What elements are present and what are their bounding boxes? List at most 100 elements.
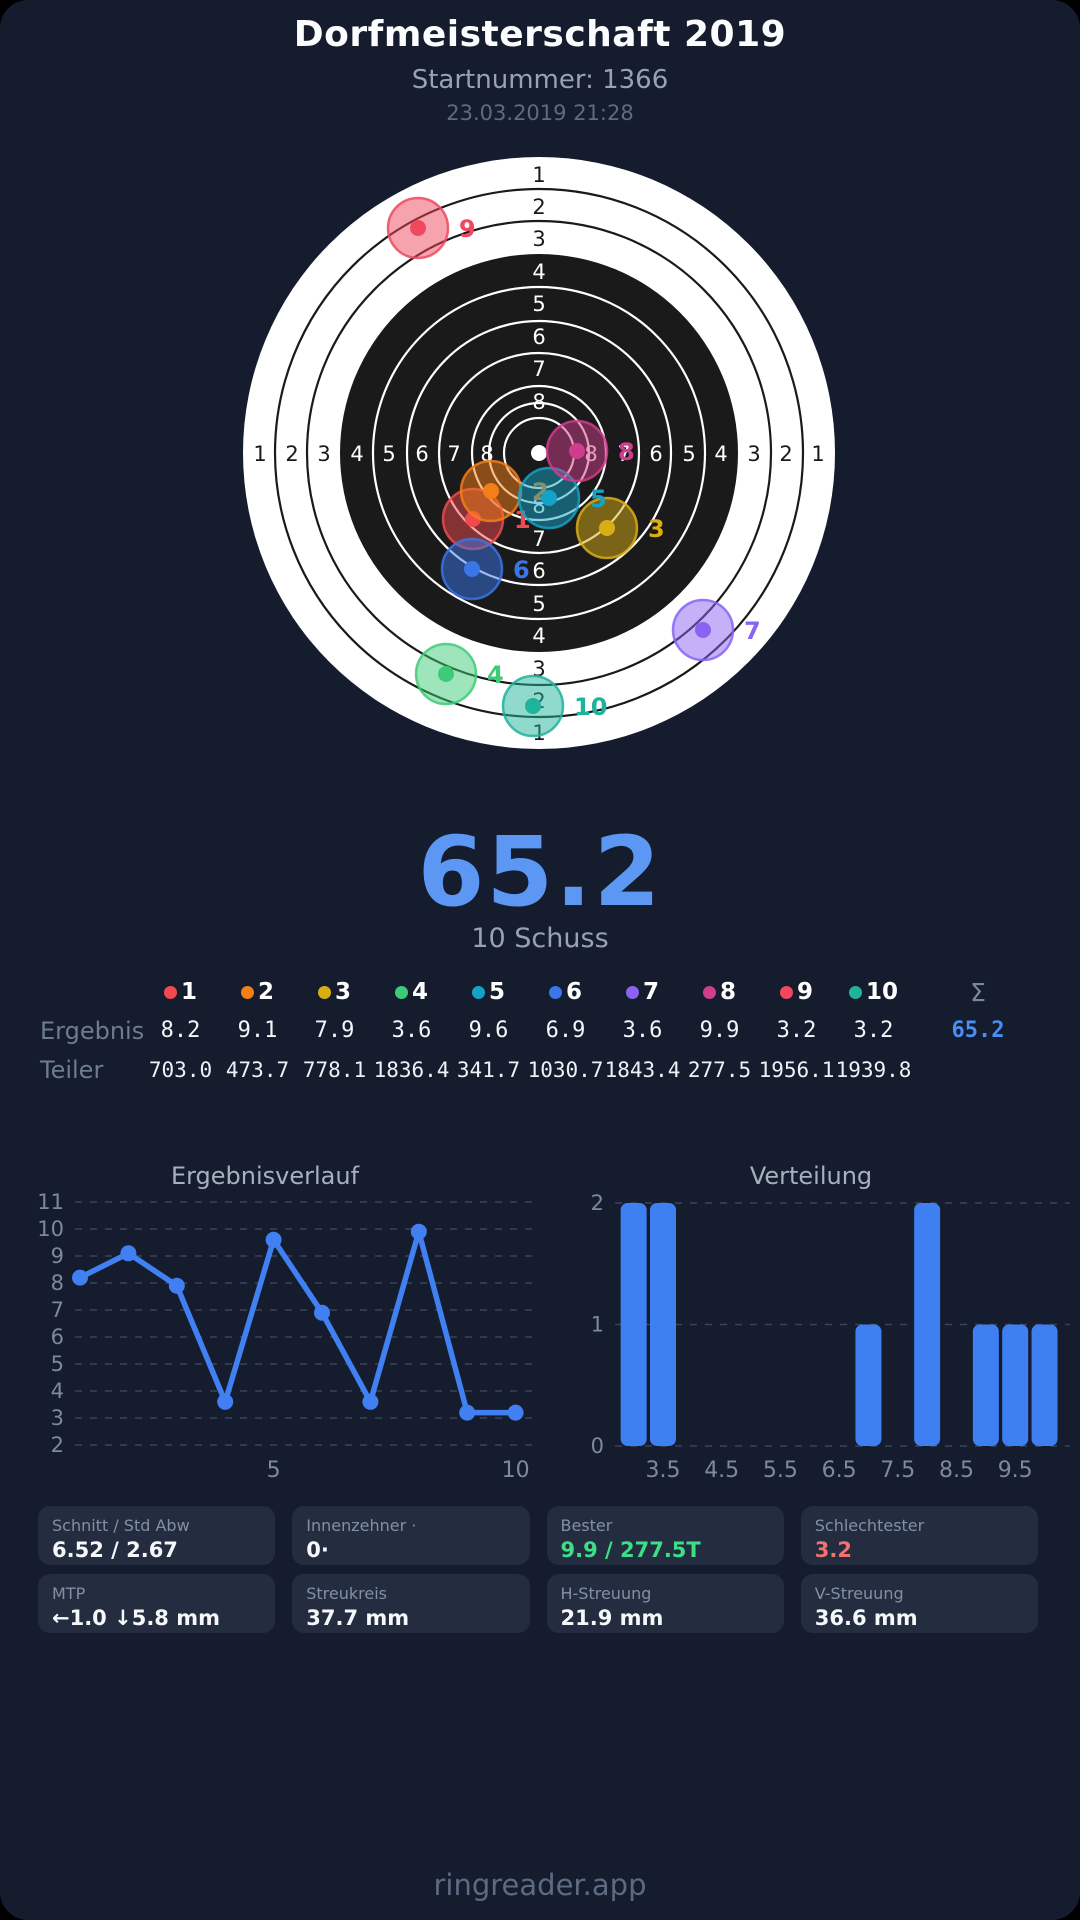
ergebnis-value: 6.9 (545, 1018, 586, 1043)
y-tick-label: 2 (51, 1433, 64, 1457)
shot-color-dot (848, 985, 862, 999)
ring-number: 7 (532, 527, 545, 551)
ring-number: 1 (811, 442, 824, 466)
shot-7: 7 (671, 598, 761, 662)
score-block: 65.2 10 Schuss (0, 822, 1080, 954)
teiler-value: 473.7 (225, 1058, 290, 1082)
ergebnis-value: 8.2 (160, 1018, 201, 1043)
x-tick-label: 5 (267, 1458, 281, 1483)
y-tick-label: 6 (51, 1325, 64, 1349)
y-tick-label: 10 (37, 1217, 64, 1241)
stat-label: Innenzehner · (306, 1516, 417, 1535)
data-point (265, 1231, 282, 1248)
x-tick-label: 6.5 (822, 1458, 857, 1483)
shot-color-dot (548, 985, 562, 999)
shot-column-header: 1 (142, 972, 219, 1012)
chart-title: Ergebnisverlauf (171, 1162, 360, 1190)
shot-color-dot (702, 985, 716, 999)
data-point (314, 1304, 330, 1321)
ergebnis-value: 9.9 (699, 1018, 740, 1043)
y-tick-label: 3 (51, 1406, 64, 1430)
ring-number: 4 (714, 442, 727, 466)
ring-number: 5 (532, 292, 545, 316)
y-tick-label: 8 (51, 1271, 64, 1295)
bar (914, 1203, 941, 1446)
teiler-value: 1030.7 (527, 1058, 604, 1082)
ring-number: 3 (317, 442, 330, 466)
sum-column-header: Σ (970, 977, 986, 1007)
ergebnis-value: 3.2 (853, 1018, 894, 1043)
shot-center-dot (599, 520, 615, 536)
y-tick-label: 0 (591, 1434, 604, 1458)
shot-center-dot (525, 698, 541, 714)
stat-label: Bester (560, 1516, 613, 1535)
ring-number: 6 (532, 559, 545, 583)
data-point (217, 1393, 234, 1410)
shot-number-label: 10 (574, 693, 607, 721)
series-line (77, 1228, 519, 1416)
shot-column-header: 9 (758, 972, 835, 1012)
line-chart-svg: Ergebnisverlauf 11 10 9 8 7 6 5 4 3 2 5 10 (37, 1162, 535, 1483)
stat-card: H-Streuung 21.9 mm (546, 1574, 784, 1633)
ring-number: 1 (532, 163, 545, 187)
teiler-value: 341.7 (456, 1058, 521, 1082)
shot-center-dot (483, 483, 499, 499)
bar (620, 1203, 647, 1446)
shot-number-label: 6 (513, 556, 530, 584)
bar (855, 1324, 882, 1446)
shot-count: 10 Schuss (471, 922, 609, 954)
shot-number-label: 3 (648, 515, 665, 543)
target-svg: 1111222233334444555566667777888812345678… (243, 157, 835, 749)
shot-center-dot (569, 443, 585, 459)
target-diagram: 1111222233334444555566667777888812345678… (243, 157, 835, 749)
shot-center-dot (541, 490, 557, 506)
stat-card: Schnitt / Std Abw 6.52 / 2.67 (38, 1506, 276, 1565)
x-tick-label: 4.5 (704, 1458, 739, 1483)
bar (1002, 1324, 1029, 1446)
data-point (507, 1404, 524, 1421)
x-tick-label: 10 (502, 1458, 530, 1483)
stat-value: 37.7 mm (306, 1606, 410, 1630)
shot-color-dot (240, 985, 254, 999)
ergebnis-sum-value: 65.2 (951, 1018, 1005, 1043)
target-center-dot (531, 445, 547, 461)
stat-card: MTP ←1.0 ↓5.8 mm (38, 1574, 276, 1633)
data-point (459, 1404, 476, 1421)
ergebnis-value: 9.1 (237, 1018, 278, 1043)
stats-grid: Schnitt / Std Abw 6.52 / 2.67 Innenzehner … (38, 1506, 1038, 1633)
stat-value: 6.52 / 2.67 (52, 1538, 178, 1562)
total-score: 65.2 (417, 816, 663, 928)
ring-number: 7 (447, 442, 460, 466)
shot-number-label: 5 (590, 485, 607, 513)
shot-column-header: 10 (835, 972, 912, 1012)
teiler-value: 703.0 (148, 1058, 213, 1082)
y-tick-label: 7 (51, 1298, 64, 1322)
shot-number-label: 4 (487, 661, 504, 689)
shot-number-label: 7 (744, 617, 761, 645)
chart-title: Verteilung (750, 1162, 872, 1190)
x-tick-label: 8.5 (939, 1458, 974, 1483)
shot-center-dot (695, 622, 711, 638)
ring-number: 2 (779, 442, 792, 466)
stat-card: Bester 9.9 / 277.5T (546, 1506, 784, 1565)
ring-number: 6 (649, 442, 662, 466)
target-ring (405, 319, 673, 587)
data-point (120, 1245, 137, 1262)
data-point (362, 1393, 379, 1410)
y-tick-label: 9 (51, 1244, 64, 1268)
teiler-value: 277.5 (687, 1058, 752, 1082)
shot-column-header: 4 (373, 972, 450, 1012)
stat-label: Schlechtester (814, 1516, 925, 1535)
ring-number: 3 (747, 442, 760, 466)
y-tick-label: 1 (591, 1313, 604, 1337)
bar (1031, 1324, 1058, 1446)
chart-verteilung: Verteilung 0 1 2 3.5 4.5 5.5 6.5 7.5 8.5 9.5 (560, 1150, 1080, 1490)
ring-number: 2 (532, 195, 545, 219)
shot-4: 4 (414, 642, 504, 706)
teiler-value: 1843.4 (604, 1058, 681, 1082)
shot-color-dot (471, 985, 485, 999)
ergebnis-value: 3.6 (391, 1018, 432, 1043)
teiler-value: 1939.8 (835, 1058, 912, 1082)
shot-10: 10 (501, 674, 607, 738)
